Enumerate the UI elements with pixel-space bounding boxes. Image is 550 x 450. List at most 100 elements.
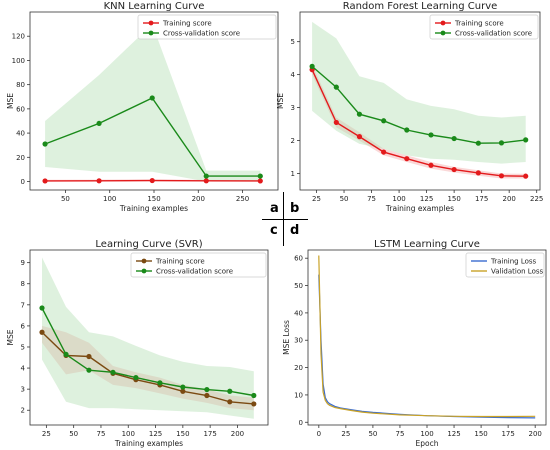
legend-entry: Training Loss	[490, 258, 537, 266]
data-point	[227, 388, 233, 394]
x-tick-label: 175	[475, 195, 488, 203]
y-tick-label: 6	[21, 322, 26, 330]
panel-label-c: c	[270, 223, 278, 238]
x-tick-label: 200	[528, 430, 541, 438]
legend-swatch-marker	[141, 268, 147, 274]
x-tick-label: 250	[236, 195, 249, 203]
chart-title: Random Forest Learning Curve	[343, 1, 498, 12]
x-tick-label: 0	[317, 430, 321, 438]
data-point	[86, 353, 92, 360]
y-tick-label: 50	[294, 282, 303, 290]
chart-1: KNN Learning Curve 50 100 150 200 250 0 20 40 60 8…	[6, 1, 279, 213]
x-tick-label: 100	[103, 195, 116, 203]
x-tick-label: 50	[69, 430, 78, 438]
series-line-1	[41, 331, 254, 405]
legend-entry: Training score	[454, 20, 504, 28]
band-2	[42, 257, 254, 419]
data-point	[86, 367, 92, 373]
data-point	[381, 118, 387, 124]
y-axis-label: MSE	[276, 93, 285, 109]
x-tick-label: 150	[176, 430, 189, 438]
plot-frame	[299, 11, 541, 191]
x-tick-label: 125	[149, 430, 162, 438]
plot-area	[39, 257, 257, 419]
data-point	[356, 134, 363, 140]
data-point	[309, 63, 315, 69]
legend-swatch-marker	[141, 258, 147, 264]
y-tick-label: 40	[294, 309, 303, 317]
legend-box	[137, 14, 277, 40]
data-point	[428, 162, 434, 168]
data-point	[39, 305, 45, 311]
data-point	[251, 401, 257, 407]
data-point	[204, 386, 210, 393]
legend-entry: Training score	[162, 20, 212, 28]
data-point	[356, 111, 363, 117]
y-tick-label: 1	[291, 170, 295, 178]
x-axis-label: Training examples	[114, 439, 183, 448]
data-point	[39, 329, 45, 335]
y-tick-label: 100	[12, 57, 25, 65]
legend: Training Loss Validation Loss	[465, 252, 545, 278]
data-point	[257, 173, 263, 179]
data-point	[333, 119, 339, 126]
y-tick-label: 5	[291, 38, 295, 46]
x-tick-label: 175	[501, 430, 514, 438]
data-point	[204, 392, 210, 399]
x-tick-label: 25	[312, 195, 321, 203]
y-axis-label: MSE	[6, 329, 15, 345]
x-tick-label: 175	[203, 430, 216, 438]
panel-label-b: b	[290, 201, 300, 216]
legend-swatch-marker	[440, 30, 446, 36]
x-axis-label: Training examples	[385, 204, 454, 213]
chart-title: Learning Curve (SVR)	[95, 239, 202, 250]
data-point	[180, 388, 186, 394]
y-tick-label: 40	[16, 130, 25, 138]
plot-area	[318, 255, 536, 419]
x-tick-label: 125	[420, 195, 433, 203]
data-point	[96, 178, 102, 184]
y-tick-label: 5	[21, 343, 25, 351]
x-tick-label: 150	[474, 430, 487, 438]
x-axis-label: Training examples	[119, 204, 188, 213]
y-tick-label: 120	[12, 33, 25, 41]
data-point	[475, 140, 481, 146]
chart-3: Learning Curve (SVR)25 50 75 100 125 150 175 20…	[6, 239, 269, 448]
panel-label-d: d	[290, 223, 300, 238]
chart-title: KNN Learning Curve	[104, 1, 205, 12]
data-point	[42, 141, 48, 147]
y-axis-label: MSE Loss	[282, 320, 291, 355]
band-2	[312, 21, 526, 164]
x-tick-label: 50	[368, 430, 377, 438]
x-tick-label: 100	[122, 430, 135, 438]
y-tick-label: 9	[21, 259, 25, 267]
panel-divider-horizontal	[262, 219, 308, 220]
y-tick-label: 2	[21, 407, 25, 415]
x-tick-label: 150	[147, 195, 160, 203]
legend-entry: Cross-validation score	[455, 30, 532, 38]
y-tick-label: 30	[294, 337, 303, 345]
y-tick-label: 20	[294, 364, 303, 372]
x-tick-label: 125	[447, 430, 460, 438]
legend-entry: Training score	[155, 258, 205, 266]
x-tick-label: 150	[447, 195, 460, 203]
legend-box	[130, 252, 267, 278]
y-tick-label: 7	[21, 301, 25, 309]
data-point	[133, 374, 139, 381]
legend-entry: Validation Loss	[491, 268, 543, 276]
data-point	[404, 127, 410, 133]
y-tick-label: 4	[291, 71, 296, 79]
y-tick-label: 2	[291, 137, 295, 145]
data-point	[333, 84, 339, 90]
y-tick-label: 0	[299, 419, 303, 427]
data-point	[498, 140, 505, 146]
data-point	[203, 173, 209, 179]
data-point	[451, 135, 457, 142]
series-line-2	[41, 307, 254, 397]
legend-swatch-marker	[440, 20, 446, 26]
data-point	[523, 137, 529, 143]
series-line-1	[318, 274, 536, 419]
y-tick-label: 60	[294, 255, 303, 263]
